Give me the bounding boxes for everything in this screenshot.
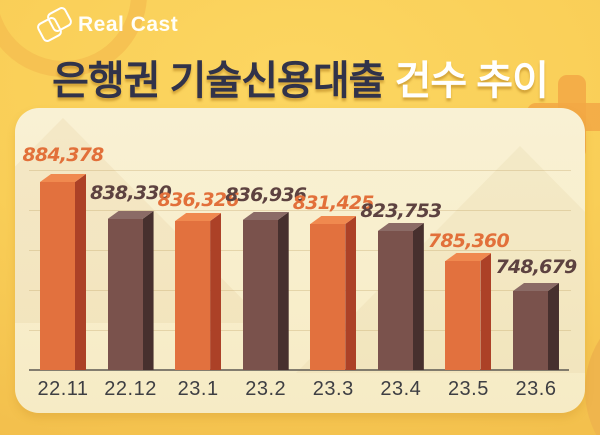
gridline xyxy=(29,249,571,252)
bar-side-face xyxy=(75,174,86,370)
bar-top-face xyxy=(377,223,424,231)
bar-front-face xyxy=(40,182,75,370)
title-dark-part: 은행권 기술신용대출 xyxy=(52,59,385,103)
bar-front-face xyxy=(310,224,346,370)
bar-front-face xyxy=(107,219,143,370)
bar-side-face xyxy=(210,213,222,370)
bar-side-face xyxy=(547,283,559,370)
bar-front-face xyxy=(445,261,481,370)
bar-side-face xyxy=(277,212,289,370)
circle-decoration xyxy=(585,295,600,435)
bar-3d xyxy=(107,211,154,370)
page-title: 은행권 기술신용대출 건수 추이 xyxy=(0,48,600,106)
bar-value-label: 785,360 xyxy=(427,230,510,252)
bar-side-face xyxy=(345,216,357,370)
gridline xyxy=(29,209,571,212)
bar-value-label: 884,378 xyxy=(22,144,105,166)
bar-value-label: 748,679 xyxy=(495,256,578,278)
x-axis-label: 23.4 xyxy=(380,378,422,400)
bar-top-face xyxy=(107,211,154,219)
bar-top-face xyxy=(445,253,492,261)
bar-top-face xyxy=(310,216,357,224)
logo: Real Cast xyxy=(35,5,179,44)
gridline xyxy=(29,289,571,292)
chart-panel: 884,378 22.11 838,330 22.12 836,326 23.1 836,9… xyxy=(15,108,585,413)
bar-3d xyxy=(175,213,222,370)
bar-value-label: 836,326 xyxy=(157,189,240,211)
bar-3d xyxy=(40,174,86,370)
bar-value-label: 831,425 xyxy=(292,192,375,214)
bar-top-face xyxy=(512,283,559,291)
overlapping-squares-icon xyxy=(35,5,74,44)
logo-text: Real Cast xyxy=(78,13,179,36)
x-axis-label: 23.6 xyxy=(515,378,557,400)
bar-value-label: 836,936 xyxy=(225,184,307,206)
bar-side-face xyxy=(412,223,424,370)
x-axis-label: 23.3 xyxy=(312,378,354,400)
bar-3d xyxy=(242,212,289,370)
bar-front-face xyxy=(175,221,211,370)
gridline xyxy=(29,169,571,171)
gridline xyxy=(29,329,571,332)
title-accent-part: 건수 추이 xyxy=(394,59,549,103)
bar-value-label: 838,330 xyxy=(90,182,172,204)
bar-3d xyxy=(445,253,492,370)
bar-top-face xyxy=(175,213,222,221)
bar-side-face xyxy=(480,253,492,370)
bar-front-face xyxy=(377,231,413,370)
bar-front-face xyxy=(512,291,548,370)
bar-3d xyxy=(512,283,559,370)
bar-value-label: 823,753 xyxy=(360,200,442,222)
x-axis-label: 23.5 xyxy=(447,378,489,400)
bar-top-face xyxy=(40,174,86,182)
bar-front-face xyxy=(242,220,278,370)
bar-top-face xyxy=(242,212,289,220)
x-axis-label: 22.11 xyxy=(37,378,89,400)
bar-side-face xyxy=(142,211,154,370)
x-axis-label: 23.2 xyxy=(245,378,287,400)
x-axis-label: 23.1 xyxy=(177,378,219,400)
x-axis-label: 22.12 xyxy=(104,378,157,400)
bar-3d xyxy=(377,223,424,370)
x-axis-line xyxy=(29,369,569,371)
bar-3d xyxy=(310,216,357,370)
